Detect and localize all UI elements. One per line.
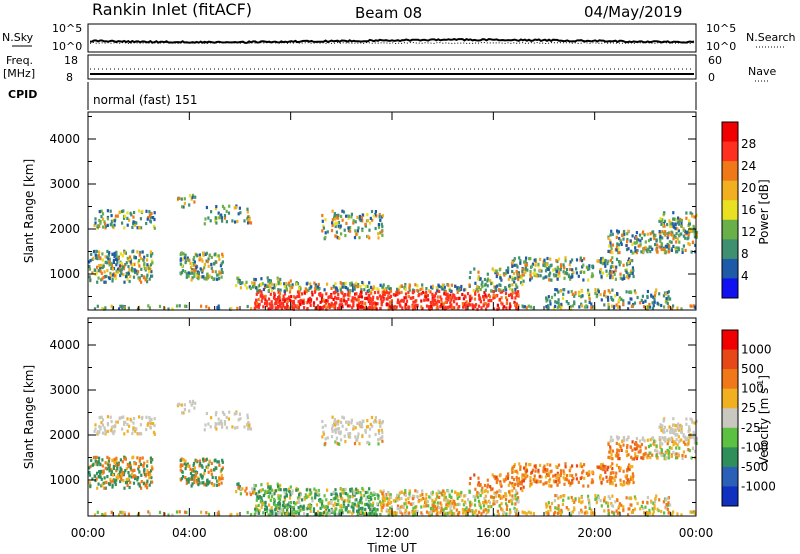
colorbar-swatch	[722, 388, 738, 409]
station-title: Rankin Inlet (fitACF)	[92, 0, 252, 19]
freq-panel	[87, 54, 697, 80]
velocity-colorbar-label: Velocity [m s-1]	[756, 375, 771, 465]
colorbar-swatch	[722, 239, 738, 260]
colorbar-swatch	[722, 278, 738, 299]
date-title: 04/May/2019	[584, 3, 682, 21]
power-heatmap-cells	[88, 193, 699, 311]
nsearch-trace	[89, 41, 694, 45]
colorbar-swatch	[722, 122, 738, 143]
x-axis: 00:00 04:00 08:00 12:00 16:00 20:00 00:00	[71, 112, 714, 540]
y-tick-label: 4000	[49, 338, 80, 352]
nsky-label: N.Sky	[2, 31, 34, 44]
colorbar-swatch	[722, 349, 738, 370]
nsky-panel	[87, 23, 697, 53]
nsearch-tick-bottom: 10^0	[706, 40, 736, 53]
colorbar-tick-label: 16	[741, 203, 756, 217]
colorbar-tick-label: -500	[741, 460, 768, 474]
beam-title: Beam 08	[355, 4, 422, 22]
nsky-tick-top: 10^5	[52, 22, 82, 35]
colorbar-swatch	[722, 258, 738, 279]
colorbar-tick-label: -1000	[741, 479, 776, 493]
colorbar-tick-label: 20	[741, 181, 756, 195]
x-tick-label: 08:00	[273, 526, 308, 540]
freq-unit: [MHz]	[3, 67, 35, 80]
nsky-tick-bottom: 10^0	[52, 40, 82, 53]
velocity-panel-frame	[87, 317, 697, 517]
y-tick-label: 4000	[49, 132, 80, 146]
power-ylabel: Slant Range [km]	[22, 159, 36, 263]
colorbar-swatch	[722, 141, 738, 162]
colorbar-swatch	[722, 180, 738, 201]
x-tick-label: 20:00	[577, 526, 612, 540]
colorbar-tick-label: 8	[741, 247, 749, 261]
colorbar-swatch	[722, 427, 738, 448]
colorbar-swatch	[722, 486, 738, 507]
nave-tick-top: 60	[708, 54, 722, 67]
freq-tick-top: 18	[64, 54, 78, 67]
x-axis-label: Time UT	[366, 541, 417, 554]
colorbar-tick-label: 28	[741, 137, 756, 151]
y-tick-label: 2000	[49, 222, 80, 236]
y-tick-label: 1000	[49, 473, 80, 487]
colorbar-tick-label: 1000	[741, 343, 772, 357]
colorbar-tick-label: 500	[741, 362, 764, 376]
colorbar-tick-label: 100	[741, 382, 764, 396]
colorbar-swatch	[722, 200, 738, 221]
nave-label: Nave	[748, 65, 776, 78]
colorbar-swatch	[722, 447, 738, 468]
x-tick-label: 12:00	[375, 526, 410, 540]
x-tick-label: 00:00	[71, 526, 106, 540]
nave-tick-bottom: 0	[708, 71, 715, 84]
freq-label: Freq.	[6, 54, 33, 67]
colorbar-frame	[721, 329, 739, 507]
colorbar-tick-label: 12	[741, 225, 756, 239]
y-tick-label: 2000	[49, 428, 80, 442]
colorbar-tick-label: -100	[741, 440, 768, 454]
cpid-value: normal (fast) 151	[93, 93, 197, 107]
colorbar-swatch	[722, 219, 738, 240]
x-tick-label: 04:00	[172, 526, 207, 540]
colorbar-tick-label: 25	[741, 401, 756, 415]
velocity-heatmap-cells	[88, 399, 699, 517]
svg-text:Velocity [m s-1]: Velocity [m s-1]	[756, 375, 771, 465]
colorbar-swatch	[722, 408, 738, 429]
cpid-label: CPID	[8, 88, 37, 101]
colorbar-tick-label: 24	[741, 159, 756, 173]
power-panel-frame	[87, 111, 697, 311]
velocity-ylabel: Slant Range [km]	[22, 365, 36, 469]
colorbar-frame	[721, 121, 739, 299]
x-tick-label: 16:00	[476, 526, 511, 540]
colorbar-swatch	[722, 369, 738, 390]
nsearch-label: N.Search	[746, 31, 796, 44]
nsearch-tick-top: 10^5	[706, 22, 736, 35]
power-colorbar: 4 8 12 16 20 24 28	[721, 121, 756, 299]
velocity-y-axis: 1000 2000 3000 4000	[49, 322, 696, 503]
y-tick-label: 3000	[49, 383, 80, 397]
colorbar-tick-label: -25	[741, 421, 761, 435]
colorbar-swatch	[722, 330, 738, 351]
y-tick-label: 1000	[49, 267, 80, 281]
y-tick-label: 3000	[49, 177, 80, 191]
colorbar-swatch	[722, 466, 738, 487]
colorbar-tick-label: 4	[741, 269, 749, 283]
x-tick-label: 00:00	[679, 526, 714, 540]
freq-tick-bottom: 8	[66, 71, 73, 84]
nsky-trace	[89, 37, 695, 44]
velocity-colorbar: 1000 500 100 25 -25 -100 -500 -1000	[721, 329, 776, 507]
colorbar-swatch	[722, 161, 738, 182]
power-y-axis: 1000 2000 3000 4000	[49, 116, 696, 297]
power-colorbar-label: Power [dB]	[757, 179, 771, 244]
